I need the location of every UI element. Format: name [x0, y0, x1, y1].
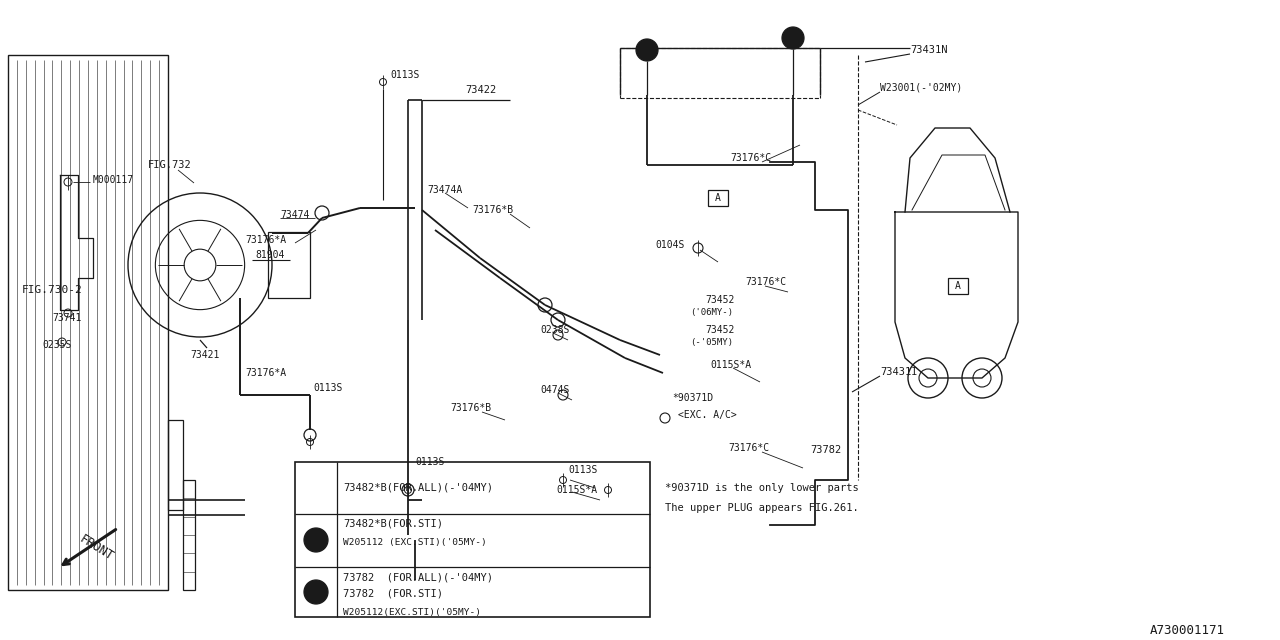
- Text: 1: 1: [644, 45, 650, 54]
- Text: 0113S: 0113S: [390, 70, 420, 80]
- Text: *90371D is the only lower parts: *90371D is the only lower parts: [666, 483, 859, 493]
- Text: 73421: 73421: [189, 350, 219, 360]
- Text: 73482*B(FOR.ALL)(-'04MY): 73482*B(FOR.ALL)(-'04MY): [343, 483, 493, 493]
- Text: 81904: 81904: [255, 250, 284, 260]
- Text: 73782: 73782: [810, 445, 841, 455]
- Text: 2: 2: [314, 588, 319, 596]
- Text: <EXC. A/C>: <EXC. A/C>: [678, 410, 737, 420]
- Text: The upper PLUG appears FIG.261.: The upper PLUG appears FIG.261.: [666, 503, 859, 513]
- Text: 73176*C: 73176*C: [728, 443, 769, 453]
- Text: 73176*A: 73176*A: [244, 235, 287, 245]
- Text: 73452: 73452: [705, 295, 735, 305]
- Text: 0115S*A: 0115S*A: [710, 360, 751, 370]
- Bar: [8, 55, 168, 590]
- Text: 73452: 73452: [705, 325, 735, 335]
- Text: FRONT: FRONT: [77, 532, 115, 563]
- Text: 73422: 73422: [465, 85, 497, 95]
- Text: W205112 (EXC.STI)('05MY-): W205112 (EXC.STI)('05MY-): [343, 538, 486, 547]
- Bar: [948, 278, 968, 294]
- Text: 2: 2: [790, 33, 796, 42]
- Circle shape: [305, 528, 328, 552]
- Circle shape: [636, 39, 658, 61]
- Text: A730001171: A730001171: [1149, 623, 1225, 637]
- Text: A: A: [955, 281, 961, 291]
- Text: 73176*C: 73176*C: [730, 153, 771, 163]
- Text: W23001(-'02MY): W23001(-'02MY): [881, 83, 963, 93]
- Text: 73482*B(FOR.STI): 73482*B(FOR.STI): [343, 519, 443, 529]
- Text: 73431N: 73431N: [910, 45, 947, 55]
- Text: 1: 1: [314, 536, 319, 545]
- Bar: [268, 232, 310, 298]
- Text: (-'05MY): (-'05MY): [690, 339, 733, 348]
- Text: 0115S*A: 0115S*A: [556, 485, 598, 495]
- Text: 73176*A: 73176*A: [244, 368, 287, 378]
- Text: 0113S: 0113S: [314, 383, 342, 393]
- Text: 0113S: 0113S: [568, 465, 598, 475]
- Text: 73176*B: 73176*B: [472, 205, 513, 215]
- Text: 0235S: 0235S: [42, 340, 72, 350]
- Text: 0113S: 0113S: [415, 457, 444, 467]
- Circle shape: [305, 580, 328, 604]
- Bar: [708, 190, 728, 206]
- Text: *90371D: *90371D: [672, 393, 713, 403]
- Text: 73782  (FOR.STI): 73782 (FOR.STI): [343, 589, 443, 599]
- Text: 0238S: 0238S: [540, 325, 570, 335]
- Text: 73782  (FOR.ALL)(-'04MY): 73782 (FOR.ALL)(-'04MY): [343, 572, 493, 582]
- Text: ('06MY-): ('06MY-): [690, 308, 733, 317]
- Text: 73474A: 73474A: [428, 185, 462, 195]
- Bar: [168, 420, 183, 510]
- Text: 73431I: 73431I: [881, 367, 918, 377]
- Text: 73474: 73474: [280, 210, 310, 220]
- Bar: [294, 462, 650, 617]
- Circle shape: [782, 27, 804, 49]
- Text: 73741: 73741: [52, 313, 82, 323]
- Text: M000117: M000117: [93, 175, 134, 185]
- Text: 0104S: 0104S: [655, 240, 685, 250]
- Text: FIG.732: FIG.732: [148, 160, 192, 170]
- Text: A: A: [716, 193, 721, 203]
- Text: 73176*C: 73176*C: [745, 277, 786, 287]
- Bar: [183, 480, 195, 590]
- Text: 73176*B: 73176*B: [451, 403, 492, 413]
- Text: 0474S: 0474S: [540, 385, 570, 395]
- Text: FIG.730-2: FIG.730-2: [22, 285, 83, 295]
- Text: W205112(EXC.STI)('05MY-): W205112(EXC.STI)('05MY-): [343, 607, 481, 616]
